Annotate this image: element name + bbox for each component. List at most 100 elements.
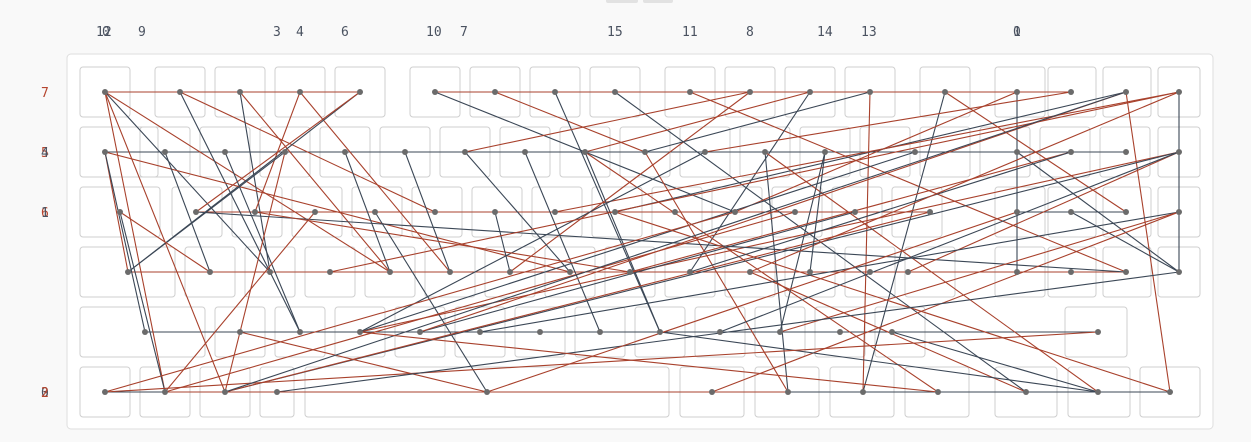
switch-node xyxy=(747,269,753,275)
matrix-wire xyxy=(734,91,1018,213)
switch-node xyxy=(162,149,168,155)
matrix-wire xyxy=(464,151,571,273)
switch-node xyxy=(942,89,948,95)
switch-node xyxy=(312,209,318,215)
row-label-7: 7 xyxy=(41,86,49,101)
switch-node xyxy=(552,89,558,95)
row-label-5: 5 xyxy=(41,146,49,161)
col-label-15: 15 xyxy=(607,25,623,40)
col-label-14: 14 xyxy=(817,25,833,40)
switch-node xyxy=(597,329,603,335)
switch-node xyxy=(327,269,333,275)
switch-node xyxy=(612,89,618,95)
col-label-0-overlap: 0 xyxy=(102,25,110,40)
switch-node xyxy=(507,269,513,275)
switch-node xyxy=(1095,329,1101,335)
col-label-4: 4 xyxy=(296,25,304,40)
switch-node xyxy=(1095,389,1101,395)
switch-node xyxy=(1176,149,1182,155)
matrix-wire xyxy=(614,91,1127,213)
switch-node xyxy=(905,269,911,275)
switch-node xyxy=(1023,389,1029,395)
switch-node xyxy=(1014,269,1020,275)
matrix-wire xyxy=(479,211,1180,333)
switch-node xyxy=(477,329,483,335)
switch-node xyxy=(537,329,543,335)
matrix-wire xyxy=(359,151,916,333)
matrix-wire xyxy=(119,211,211,273)
matrix-wire xyxy=(719,151,1180,333)
matrix-wire xyxy=(524,151,601,333)
col-label-10: 10 xyxy=(426,25,442,40)
switch-node xyxy=(387,269,393,275)
switch-node xyxy=(297,329,303,335)
switch-node xyxy=(1014,209,1020,215)
matrix-wire xyxy=(104,211,736,393)
matrix-wire xyxy=(104,91,166,393)
switch-node xyxy=(417,329,423,335)
switch-node xyxy=(785,389,791,395)
switch-node xyxy=(102,149,108,155)
switch-node xyxy=(1167,389,1173,395)
matrix-wire xyxy=(494,211,511,273)
col-label-1: 1 xyxy=(1013,25,1021,40)
row-label-3: 3 xyxy=(41,386,49,401)
matrix-wire xyxy=(179,91,301,333)
switch-node xyxy=(860,389,866,395)
switch-node xyxy=(627,269,633,275)
switch-node xyxy=(372,209,378,215)
matrix-wire xyxy=(584,91,811,153)
switch-node xyxy=(687,89,693,95)
switch-node xyxy=(762,149,768,155)
col-label-0: 0 xyxy=(1013,25,1021,40)
matrix-wire xyxy=(419,211,856,333)
matrix-wire xyxy=(239,91,271,273)
switch-node xyxy=(252,209,258,215)
switch-node xyxy=(357,89,363,95)
switch-node xyxy=(462,149,468,155)
col-label-9: 9 xyxy=(138,25,146,40)
switch-node xyxy=(282,149,288,155)
switch-node xyxy=(642,149,648,155)
switch-node xyxy=(1123,89,1129,95)
switch-node xyxy=(1014,89,1020,95)
switch-node xyxy=(207,269,213,275)
switch-node xyxy=(342,149,348,155)
matrix-wire xyxy=(224,91,1127,393)
matrix-wire xyxy=(584,151,661,333)
matrix-wire xyxy=(164,151,211,273)
row-label-6: 6 xyxy=(41,206,49,221)
matrix-wire xyxy=(224,211,931,393)
matrix-wire xyxy=(239,91,391,273)
switch-node xyxy=(237,89,243,95)
matrix-wire xyxy=(554,91,1180,213)
col-label-13: 13 xyxy=(861,25,877,40)
switch-node xyxy=(657,329,663,335)
switch-node xyxy=(102,89,108,95)
matrix-wire xyxy=(749,271,1027,393)
matrix-wire xyxy=(359,331,939,393)
switch-node xyxy=(732,209,738,215)
switch-node xyxy=(102,389,108,395)
switch-node xyxy=(193,209,199,215)
matrix-wire xyxy=(104,151,146,333)
col-label-7: 7 xyxy=(460,25,468,40)
matrix-wire xyxy=(779,151,826,333)
matrix-wire xyxy=(359,151,706,333)
matrix-wire xyxy=(584,151,939,393)
col-label-11: 11 xyxy=(682,25,698,40)
switch-node xyxy=(1068,89,1074,95)
matrix-wire xyxy=(1070,211,1180,273)
switch-node xyxy=(447,269,453,275)
switch-node xyxy=(267,269,273,275)
matrix-wire xyxy=(644,91,871,153)
matrix-wire xyxy=(404,151,451,273)
switch-node xyxy=(117,209,123,215)
switch-node xyxy=(1014,149,1020,155)
switch-node xyxy=(777,329,783,335)
matrix-wire xyxy=(711,211,1180,393)
switch-node xyxy=(1176,89,1182,95)
matrix-wire xyxy=(104,91,271,273)
